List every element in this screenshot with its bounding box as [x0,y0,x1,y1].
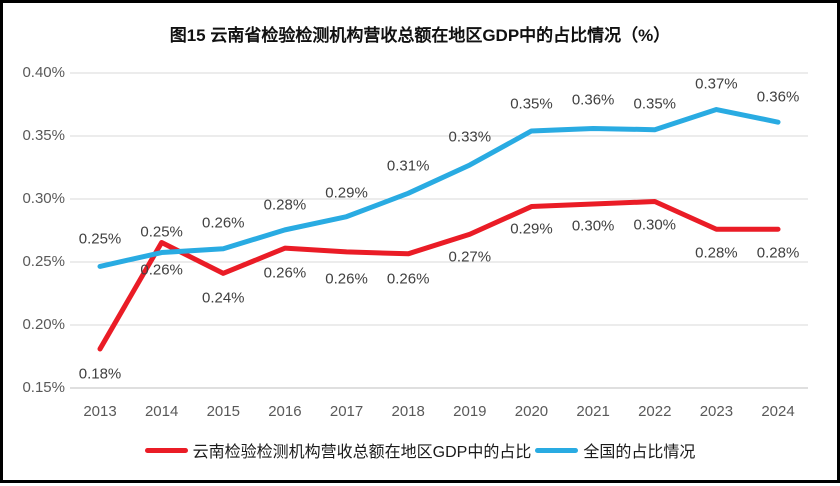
x-axis-tick-label: 2020 [514,403,549,420]
chart-title: 图15 云南省检验检测机构营收总额在地区GDP中的占比情况（%） [169,26,671,45]
national-data-label: 0.36% [756,88,800,106]
x-axis-tick-label: 2023 [699,403,734,420]
y-axis-tick-label: 0.35% [22,127,65,144]
x-axis-tick-label: 2017 [329,403,364,420]
national-series-swatch [535,447,579,453]
yunnan-series-label: 云南检验检测机构营收总额在地区GDP中的占比 [192,444,532,461]
national-series-label: 全国的占比情况 [583,444,696,461]
yunnan-data-label: 0.24% [201,289,245,307]
national-data-label: 0.29% [325,184,368,202]
yunnan-data-label: 0.30% [571,217,615,235]
yunnan-data-label: 0.29% [510,220,553,238]
y-axis-tick-label: 0.40% [22,64,65,81]
y-axis-tick-label: 0.30% [22,190,65,207]
national-series-line [97,107,781,269]
national-data-label: 0.36% [571,91,615,109]
y-axis-tick-label: 0.25% [22,253,65,270]
x-axis-tick-label: 2018 [391,403,425,420]
yunnan-data-label: 0.30% [633,216,677,234]
national-data-label: 0.26% [201,214,245,232]
yunnan-data-label: 0.26% [263,264,307,282]
national-data-label: 0.25% [78,230,122,248]
yunnan-series-swatch [144,447,188,453]
national-data-label: 0.31% [386,157,430,175]
yunnan-data-label: 0.26% [386,270,430,288]
national-data-label: 0.26% [140,261,183,279]
yunnan-data-label: 0.26% [325,270,368,288]
national-data-label: 0.37% [695,75,738,93]
yunnan-data-label: 0.18% [78,365,122,383]
x-axis-tick-label: 2021 [576,403,610,420]
x-axis-tick-label: 2024 [761,403,795,420]
legend-item-national: 全国的占比情况 [535,438,695,462]
yunnan-data-label: 0.25% [140,223,183,241]
x-axis-tick-label: 2019 [453,403,487,420]
y-axis-tick-label: 0.15% [22,379,65,396]
yunnan-series-line [97,199,781,352]
legend-item-yunnan: 云南检验检测机构营收总额在地区GDP中的占比 [144,438,532,462]
national-data-label: 0.35% [633,95,677,113]
national-data-label: 0.33% [448,128,492,146]
x-axis-tick-label: 2015 [206,403,240,420]
yunnan-data-label: 0.28% [695,244,738,262]
national-data-label: 0.28% [263,196,307,214]
x-axis-tick-label: 2016 [268,403,302,420]
y-axis-tick-label: 0.20% [22,316,65,333]
x-axis-tick-label: 2022 [638,403,672,420]
national-data-label: 0.35% [510,95,553,113]
yunnan-data-label: 0.27% [448,248,492,266]
x-axis-tick-label: 2014 [144,403,179,420]
yunnan-data-label: 0.28% [756,244,800,262]
plot-area [70,72,808,389]
legend: 云南检验检测机构营收总额在地区GDP中的占比 全国的占比情况 [3,438,837,462]
x-axis-tick-label: 2013 [83,403,117,420]
